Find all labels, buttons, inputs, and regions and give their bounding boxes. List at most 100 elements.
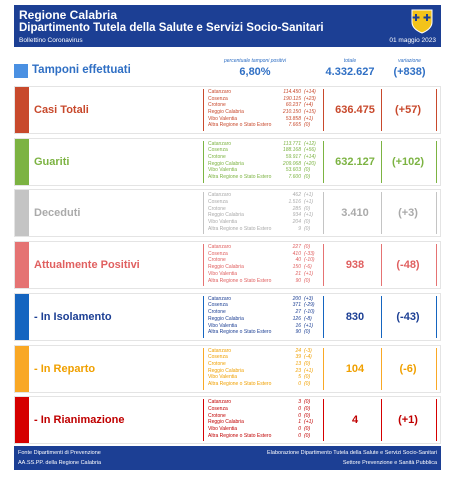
delta: (-29) [304,302,315,309]
delta: (+1) [304,367,314,374]
color-bar [15,190,29,237]
delta: (0) [304,174,311,181]
province: Altra Regione o Stato Estero [208,122,272,129]
value: 1 [298,419,301,426]
delta: (-4) [304,354,312,361]
value: 5 [298,374,301,381]
table-row: Cosenza 371 (-29) [205,302,315,309]
section: Guariti Catanzaro 113.771 (+12) Cosenza 188.1… [14,137,441,186]
table-row: Altra Regione o Stato Estero 9 (0) [205,226,313,233]
value: 113.771 [283,140,301,147]
delta: (0) [304,412,311,419]
table-row: Vibo Valentia 53.858 (+1) [205,116,313,123]
table-row: Cosenza 39 (-4) [205,354,313,361]
color-bar [15,397,29,444]
province: Altra Regione o Stato Estero [208,174,272,181]
delta: (0) [304,374,311,381]
change: (+838) [393,66,426,78]
table-row: Catanzaro 227 (0) [205,244,313,251]
province-table: Catanzaro 200 (+3) Cosenza 371 (-29) Crotone 27… [205,296,315,336]
delta: (+14) [304,89,316,95]
footer-text: Settore Prevenzione e Sanità Pubblica [342,460,437,466]
tamponi-label: Tamponi effettuati [32,64,131,76]
province: Catanzaro [208,140,232,147]
delta: (+1) [304,199,314,206]
province: Crotone [208,412,226,419]
section-change: (-43) [396,310,420,323]
delta: (0) [304,360,311,367]
value: 21 [295,270,301,277]
divider [381,347,382,390]
value: 9 [298,225,301,232]
delta: (+1) [304,419,314,426]
value: 0 [298,432,301,439]
section-label: Casi Totali [34,104,89,116]
bulletin: Bollettino Coronavirus [19,37,83,44]
percent-label: percentuale tamponi positivi [224,58,286,64]
table-row: Vibo Valentia 21 (+1) [205,271,313,278]
province: Reggio Calabria [208,109,244,116]
province: Catanzaro [208,347,232,354]
table-row: Vibo Valentia 204 (0) [205,219,313,226]
province: Reggio Calabria [208,212,244,219]
delta: (+20) [304,160,316,167]
province: Altra Regione o Stato Estero [208,329,272,336]
divider [381,399,382,442]
footer: Fonte Dipartimenti di Prevenzione AA.SS.… [14,446,441,470]
province-table: Catanzaro 24 (-3) Cosenza 39 (-4) Crotone 13 (0)… [205,348,313,388]
divider [203,192,204,235]
value: 0 [298,412,301,419]
delta: (0) [304,405,311,412]
table-row: Altra Regione o Stato Estero 0 (0) [205,381,313,388]
section: - In Isolamento Catanzaro 200 (+3) Cosenza 37… [14,292,441,341]
divider [436,244,437,287]
delta: (0) [304,205,311,212]
province: Vibo Valentia [208,425,238,432]
divider [203,399,204,442]
table-row: Altra Regione o Stato Estero 7.665 (0) [205,122,313,129]
table-row: Cosenza 1.516 (+1) [205,199,313,206]
delta: (-8) [304,315,312,322]
footer-text: Fonte Dipartimenti di Prevenzione [18,450,101,456]
divider [436,399,437,442]
value: 60.237 [285,102,301,109]
province: Crotone [208,257,226,264]
province: Crotone [208,205,226,212]
value: 188.168 [282,147,301,154]
province-table: Catanzaro 113.771 (+12) Cosenza 188.168 (+56)… [205,140,316,181]
province: Catanzaro [208,399,232,406]
table-row: Reggio Calabria 150 (-6) [205,264,313,271]
logo [411,9,433,34]
value: 0 [298,425,301,432]
value: 210.150 [282,109,301,116]
divider [323,295,324,338]
value: 190.115 [283,95,301,102]
value: 204 [292,219,301,226]
section-total: 3.410 [341,207,369,220]
province: Crotone [208,309,226,316]
delta: (-33) [304,250,315,257]
province: Catanzaro [208,244,232,251]
delta: (0) [304,167,311,174]
divider [436,347,437,390]
section-label: Attualmente Positivi [34,259,140,272]
divider [203,140,204,183]
table-row: Cosenza 188.168 (+56) [205,147,316,154]
province: Crotone [208,360,226,367]
delta: (+1) [304,270,314,277]
province: Altra Regione o Stato Estero [208,277,272,284]
delta: (0) [304,277,311,284]
table-row: Crotone 13 (0) [205,361,313,368]
province: Cosenza [208,95,228,102]
section-total: 104 [345,362,365,375]
province-table: Catanzaro 114.450 (+14) Cosenza 190.115 (+23)… [205,89,316,129]
divider [436,295,437,338]
value: 39 [295,354,301,361]
section-total: 938 [345,259,365,272]
province: Catanzaro [208,89,232,95]
table-row: Catanzaro 3 (0) [205,399,313,406]
province: Cosenza [208,354,228,361]
color-bar [15,242,29,289]
delta: (0) [304,399,311,406]
